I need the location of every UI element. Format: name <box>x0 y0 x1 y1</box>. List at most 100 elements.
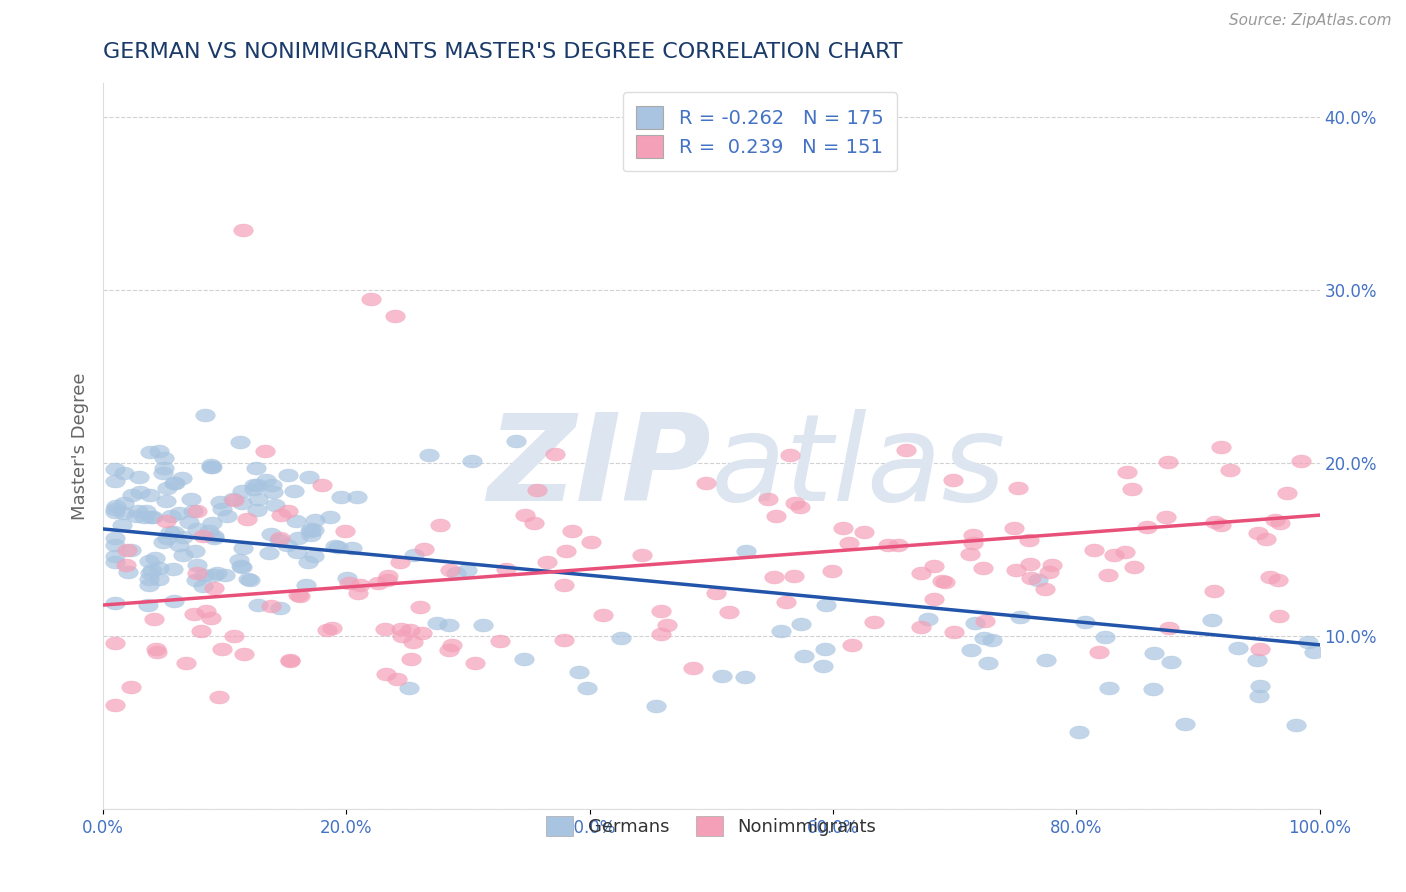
Point <box>316 624 339 638</box>
Point <box>765 509 787 524</box>
Point <box>262 485 284 500</box>
Point <box>783 496 806 510</box>
Point <box>142 612 165 626</box>
Point <box>536 555 558 569</box>
Point <box>146 645 169 659</box>
Point <box>389 622 412 636</box>
Point <box>472 617 495 632</box>
Point <box>1136 520 1159 534</box>
Point <box>959 547 981 561</box>
Point <box>141 510 163 524</box>
Point <box>526 483 548 498</box>
Point <box>337 576 360 591</box>
Point <box>1264 513 1286 527</box>
Point <box>1302 645 1324 659</box>
Point <box>202 581 225 595</box>
Point <box>853 525 876 540</box>
Point <box>148 444 170 458</box>
Point <box>340 541 363 555</box>
Point <box>145 642 167 657</box>
Point <box>170 470 193 484</box>
Point <box>1202 584 1225 599</box>
Point <box>148 561 170 575</box>
Point <box>191 579 214 593</box>
Point <box>1268 516 1291 530</box>
Point <box>655 618 678 632</box>
Text: GERMAN VS NONIMMIGRANTS MASTER'S DEGREE CORRELATION CHART: GERMAN VS NONIMMIGRANTS MASTER'S DEGREE … <box>103 42 903 62</box>
Point <box>111 517 134 532</box>
Point <box>644 699 666 714</box>
Point <box>156 531 179 545</box>
Point <box>402 635 425 649</box>
Point <box>429 518 451 533</box>
Point <box>195 604 218 618</box>
Point <box>198 524 221 538</box>
Point <box>172 548 194 562</box>
Point <box>346 491 368 505</box>
Point <box>155 514 177 528</box>
Point <box>943 625 966 640</box>
Point <box>1275 485 1298 500</box>
Point <box>650 604 672 618</box>
Point <box>962 528 984 542</box>
Point <box>256 473 278 487</box>
Point <box>411 626 433 640</box>
Point <box>152 535 174 549</box>
Point <box>162 562 184 576</box>
Point <box>142 509 165 524</box>
Point <box>413 541 436 556</box>
Point <box>762 570 785 584</box>
Point <box>294 578 316 592</box>
Point <box>191 529 214 543</box>
Point <box>260 477 283 491</box>
Point <box>1098 681 1121 696</box>
Point <box>138 572 160 586</box>
Point <box>1002 521 1025 535</box>
Point <box>1219 463 1241 477</box>
Point <box>1247 525 1270 540</box>
Point <box>148 573 170 587</box>
Point <box>821 564 844 578</box>
Point <box>163 476 186 491</box>
Point <box>568 665 591 679</box>
Point <box>965 615 987 630</box>
Point <box>922 559 945 574</box>
Point <box>609 631 631 645</box>
Point <box>553 578 575 592</box>
Point <box>202 529 225 543</box>
Point <box>1040 558 1063 573</box>
Point <box>1035 652 1057 666</box>
Point <box>208 690 231 704</box>
Point <box>349 578 371 592</box>
Point <box>513 652 536 666</box>
Point <box>276 538 298 552</box>
Point <box>894 443 917 458</box>
Point <box>104 531 127 545</box>
Point <box>377 573 399 587</box>
Point <box>138 578 160 592</box>
Point <box>811 659 834 673</box>
Point <box>260 526 283 541</box>
Point <box>169 506 191 520</box>
Point <box>789 500 811 514</box>
Point <box>1296 634 1319 648</box>
Point <box>269 600 291 615</box>
Point <box>132 510 155 524</box>
Point <box>440 638 463 652</box>
Point <box>215 509 238 524</box>
Point <box>717 605 740 619</box>
Point <box>269 531 291 545</box>
Point <box>285 544 308 558</box>
Point <box>104 596 127 610</box>
Point <box>200 459 222 474</box>
Point <box>174 656 197 670</box>
Point <box>323 539 346 553</box>
Point <box>222 629 245 643</box>
Point <box>1019 571 1042 585</box>
Point <box>388 555 411 569</box>
Point <box>229 558 252 573</box>
Point <box>202 567 225 582</box>
Point <box>277 504 299 518</box>
Point <box>1087 645 1109 659</box>
Point <box>172 530 194 544</box>
